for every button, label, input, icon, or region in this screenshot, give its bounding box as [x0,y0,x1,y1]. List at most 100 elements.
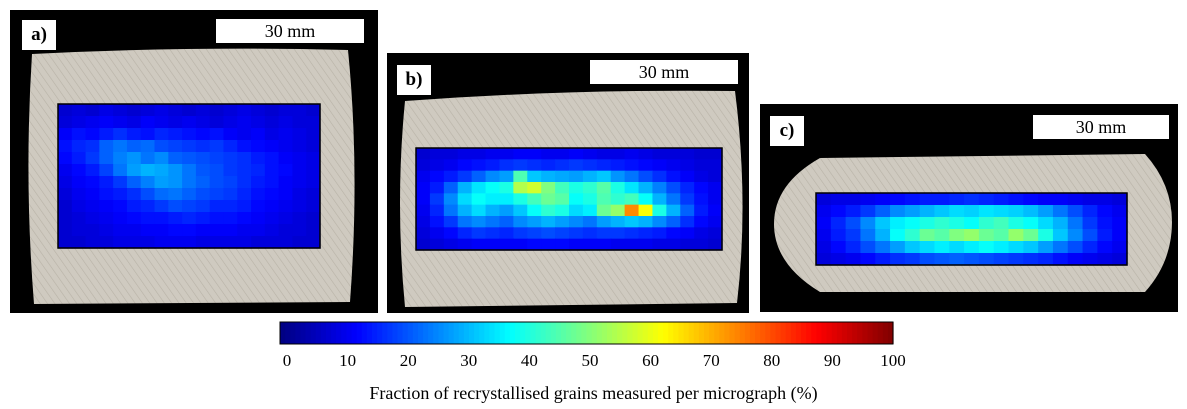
heatmap-cell [875,241,891,254]
heatmap-cell [708,182,723,194]
heatmap-cell [1052,253,1069,266]
heatmap-cell [292,140,307,153]
heatmap-cell [292,212,307,225]
heatmap-cell [306,236,321,249]
heatmap-cell [182,236,197,249]
colorbar-segment [499,322,506,344]
heatmap-cell [195,116,211,129]
colorbar-segment [438,322,445,344]
colorbar-segment [719,322,726,344]
heatmap-cell [71,104,87,117]
heatmap-cell [638,170,654,183]
heatmap-cell [154,164,169,177]
heatmap-cell [471,193,487,206]
heatmap-cell [1097,253,1113,266]
heatmap-cell [666,170,681,183]
heatmap-cell [1023,253,1039,266]
colorbar-segment [525,322,531,344]
heatmap-cell [964,253,980,266]
heatmap-cell [195,128,211,141]
heatmap-cell [1038,217,1054,230]
heatmap-cell [610,227,626,240]
heatmap-cell [555,193,570,206]
heatmap-cell [251,128,266,141]
heatmap-cell [223,128,238,141]
heatmap-cell [596,193,612,206]
heatmap-cell [471,159,487,172]
heatmap-cell [624,238,640,251]
heatmap-cell [126,164,142,177]
heatmap-cell [443,193,459,206]
colorbar-segment [351,322,358,344]
heatmap-cell [209,236,225,249]
heatmap-cell [292,152,307,165]
heatmap-cell [58,152,73,165]
heatmap-cell [555,227,570,240]
heatmap-cell [457,182,473,194]
colorbar-segment [831,322,838,344]
heatmap-cell [816,205,832,218]
heatmap-cell [126,104,142,117]
heatmap-cell [694,238,709,251]
heatmap-cell [708,216,723,228]
heatmap-cell [154,104,169,117]
heatmap-cell [485,204,501,217]
heatmap-cell [638,204,654,217]
heatmap-cell [541,238,556,251]
heatmap-cell [638,216,654,228]
heatmap-cell [904,229,921,242]
heatmap-cell [652,148,667,160]
heatmap-cell [140,152,156,165]
heatmap-cell [860,205,876,218]
heatmap-cell [251,164,266,177]
heatmap-cell [666,238,681,251]
heatmap-cell [209,212,225,225]
heatmap-cell [624,170,640,183]
heatmap-cell [58,140,73,153]
specimen-b-graphic [400,90,743,307]
heatmap-cell [223,236,238,249]
heatmap-cell [499,182,514,194]
heatmap-cell [569,159,584,172]
heatmap-cell [251,200,266,213]
heatmap-cell [993,193,1010,206]
heatmap-cell [264,152,280,165]
heatmap-cell [209,164,225,177]
heatmap-cell [71,152,87,165]
heatmap-cell [949,193,965,206]
heatmap-cell [182,164,197,177]
heatmap-cell [527,193,542,206]
heatmap-cell [978,217,995,230]
heatmap-cell [890,253,906,266]
heatmap-cell [596,204,612,217]
colorbar-segment [469,322,475,344]
heatmap-cell [416,193,431,206]
colorbar-segment [714,322,720,344]
heatmap-cell [251,224,266,237]
colorbar-segment [693,322,700,344]
heatmap-cell [708,204,723,217]
heatmap-cell [949,229,965,242]
heatmap-cell [610,238,626,251]
scale-bar-c: 30 mm [1032,114,1170,140]
colorbar-segment [474,322,480,344]
heatmap-cell [195,140,211,153]
heatmap-cell [666,227,681,240]
heatmap-cell [513,204,528,217]
heatmap-cell [638,182,654,194]
panel-c: c) 30 mm [760,104,1178,312]
heatmap-cell [499,170,514,183]
heatmap-cell [610,159,626,172]
heatmap-cell [154,224,169,237]
heatmap-cell [555,170,570,183]
heatmap-cell [638,193,654,206]
colorbar-tick-label: 40 [520,351,538,370]
heatmap-cell [694,148,709,160]
heatmap-cell [978,205,995,218]
heatmap-cell [569,148,584,160]
heatmap-cell [416,238,431,251]
heatmap-cell [1038,241,1054,254]
heatmap-cell [209,104,225,117]
colorbar-segment [484,322,491,344]
heatmap-cell [237,224,252,237]
